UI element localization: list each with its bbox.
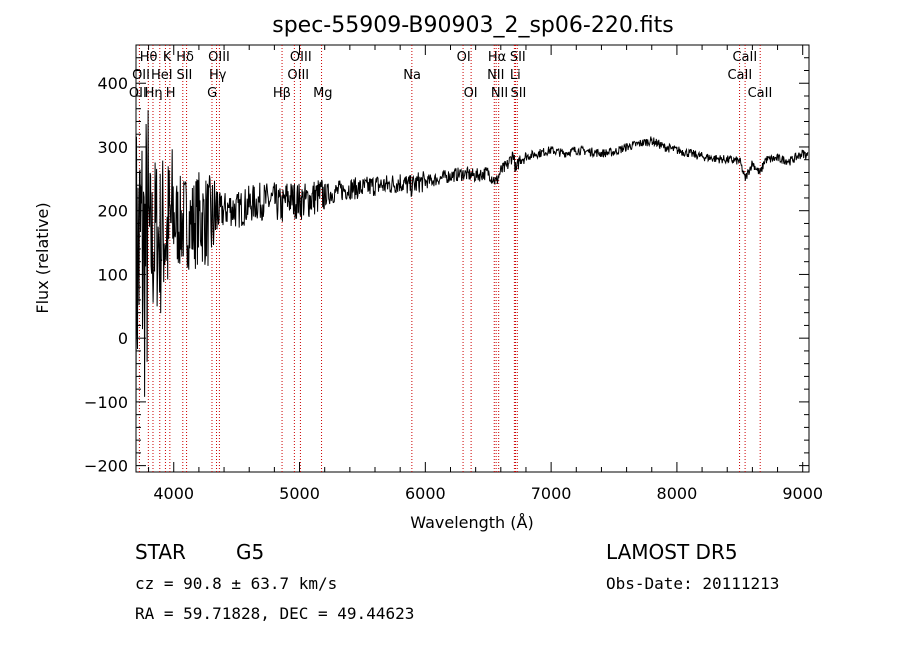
chart-title: spec-55909-B90903_2_sp06-220.fits	[272, 13, 674, 38]
marker-label-hδ: Hδ	[176, 50, 194, 65]
marker-label-oiii: OIII	[208, 50, 230, 65]
y-axis-label: Flux (relative)	[33, 202, 52, 313]
marker-label-sii: SII	[510, 50, 526, 65]
marker-label-na: Na	[403, 68, 421, 83]
y-tick-label: 100	[97, 265, 128, 284]
x-axis: 4000 5000 6000 7000 8000 9000	[148, 45, 823, 503]
y-tick-label: 300	[97, 138, 128, 157]
plot-frame	[135, 44, 810, 473]
marker-label-nii: NII	[491, 86, 508, 101]
marker-label-oiii: OIII	[287, 68, 309, 83]
marker-label-oi: OI	[457, 50, 471, 65]
marker-label-hα: Hα	[488, 50, 506, 65]
marker-label-k: K	[163, 50, 172, 65]
marker-label-hei: HeI	[151, 68, 173, 83]
marker-label-hβ: Hβ	[273, 86, 291, 101]
y-tick-label: 400	[97, 74, 128, 93]
x-tick-label: 7000	[531, 484, 572, 503]
object-class: STAR	[135, 540, 186, 564]
x-tick-label: 5000	[279, 484, 320, 503]
x-tick-label: 4000	[153, 484, 194, 503]
x-tick-label: 9000	[782, 484, 823, 503]
marker-label-hη: Hη	[145, 86, 163, 101]
marker-label-hθ: Hθ	[140, 50, 158, 65]
y-tick-label: −200	[84, 457, 128, 476]
marker-label-mg: Mg	[313, 86, 332, 101]
survey-name: LAMOST DR5	[606, 540, 738, 564]
y-tick-label: 0	[118, 329, 128, 348]
x-tick-label: 8000	[657, 484, 698, 503]
spectral-line-markers	[138, 45, 761, 472]
marker-label-caii: CaII	[727, 68, 752, 83]
marker-label-sii: SII	[510, 86, 526, 101]
x-tick-label: 6000	[405, 484, 446, 503]
y-axis: −200 −100 0 100 200 300 400	[84, 57, 809, 476]
marker-label-oii: OII	[132, 68, 150, 83]
marker-label-hγ: Hγ	[209, 68, 227, 83]
marker-label-sii: SII	[176, 68, 192, 83]
object-subclass: G5	[236, 540, 264, 564]
marker-label-g: G	[207, 86, 217, 101]
marker-label-nii: NII	[487, 68, 504, 83]
marker-label-h: H	[166, 86, 176, 101]
marker-label-oi: OI	[464, 86, 478, 101]
redshift-value: cz = 90.8 ± 63.7 km/s	[135, 574, 337, 593]
observation-date: Obs-Date: 20111213	[606, 574, 779, 593]
marker-label-li: Li	[510, 68, 521, 83]
y-tick-label: −100	[84, 393, 128, 412]
x-axis-label: Wavelength (Å)	[410, 513, 533, 532]
y-tick-label: 200	[97, 202, 128, 221]
marker-label-oiii: OIII	[290, 50, 312, 65]
marker-label-caii: CaII	[732, 50, 757, 65]
marker-label-caii: CaII	[748, 86, 773, 101]
marker-label-oii: OII	[129, 86, 147, 101]
coordinates: RA = 59.71828, DEC = 49.44623	[135, 604, 414, 623]
spectrum-line	[135, 110, 809, 422]
